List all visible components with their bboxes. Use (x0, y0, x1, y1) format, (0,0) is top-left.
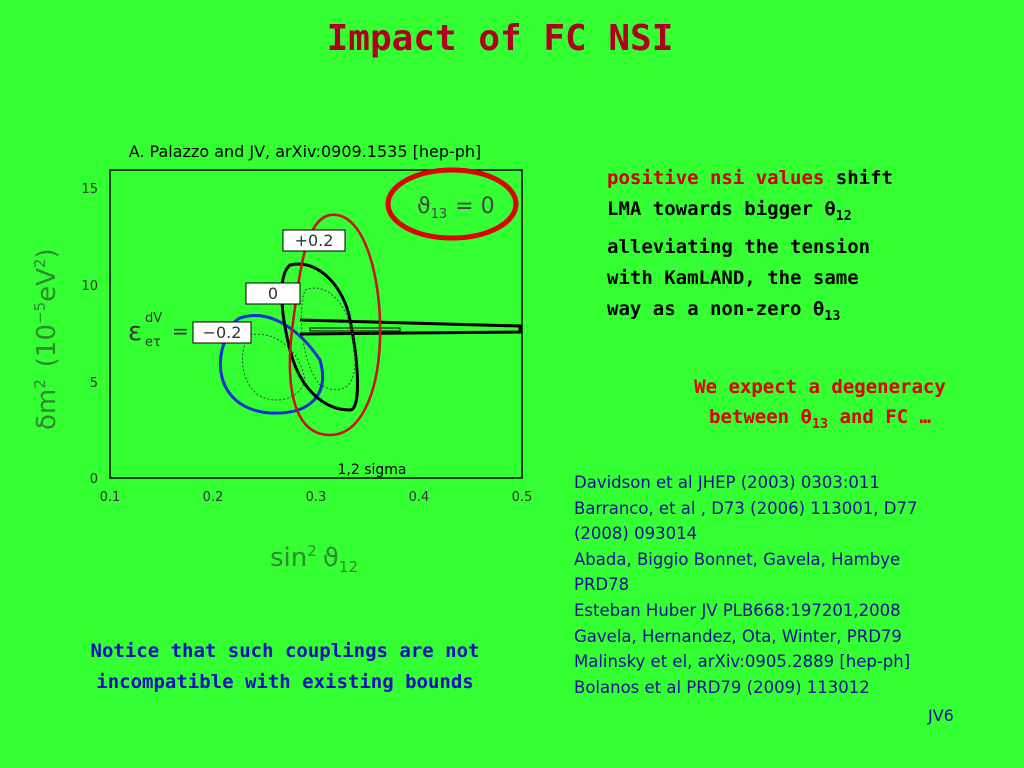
highlight: positive nsi values (607, 167, 825, 189)
text: 13 (811, 416, 828, 432)
text: incompatible with existing bounds (96, 671, 474, 693)
right-note: positive nsi values shift LMA towards bi… (607, 163, 893, 332)
x-axis-label: sin2 ϑ12 (270, 542, 358, 576)
y-tick-label: 15 (81, 182, 98, 197)
reference: Barranco, et al , D73 (2006) 113001, D77 (574, 498, 918, 518)
bottom-note: Notice that such couplings are not incom… (40, 636, 530, 698)
sigma-label: 1,2 sigma (337, 462, 406, 478)
plot: A. Palazzo and JV, arXiv:0909.1535 [hep-… (31, 142, 533, 576)
curve-label: +0.2 (295, 231, 334, 250)
text: alleviating the tension (607, 235, 871, 258)
x-ticks: 0.1 0.2 0.3 0.4 0.5 (100, 490, 533, 505)
reference: Gavela, Hernandez, Ota, Winter, PRD79 (574, 626, 902, 646)
references: Davidson et al JHEP (2003) 0303:011 Barra… (574, 470, 917, 700)
text: We expect a degeneracy (694, 376, 946, 398)
text: between θ (709, 406, 812, 428)
y-tick-label: 5 (90, 376, 98, 391)
x-tick-label: 0.2 (203, 490, 224, 505)
x-tick-label: 0.5 (512, 490, 533, 505)
y-ticks: 0 5 10 15 (81, 182, 98, 487)
epsilon-label: ε dV eτ = (128, 311, 189, 350)
citation: A. Palazzo and JV, arXiv:0909.1535 [hep-… (129, 142, 482, 161)
text: way as a non-zero θ (607, 297, 825, 320)
curve-label: −0.2 (203, 323, 242, 342)
slide-title: Impact of FC NSI (326, 18, 674, 59)
theta-label: ϑ13 = 0 (417, 194, 495, 222)
degeneracy-note: We expect a degeneracy between θ13 and F… (650, 372, 990, 440)
label-box (192, 321, 252, 344)
x-tick-label: 0.4 (409, 490, 430, 505)
text: 13 (824, 308, 841, 324)
reference: (2008) 093014 (574, 524, 698, 544)
reference: Abada, Biggio Bonnet, Gavela, Hambye (574, 549, 901, 569)
reference: Esteban Huber JV PLB668:197201,2008 (574, 600, 901, 620)
text: and FC … (828, 406, 931, 428)
x-tick-label: 0.1 (100, 490, 121, 505)
reference: Bolanos et al PRD79 (2009) 113012 (574, 677, 870, 697)
y-axis-label: δm2(10−5eV2) (31, 248, 62, 430)
text: shift (835, 167, 893, 189)
reference: Malinsky et el, arXiv:0905.2889 [hep-ph] (574, 652, 911, 672)
y-tick-label: 0 (90, 472, 98, 487)
reference: PRD78 (574, 575, 630, 595)
reference: Davidson et al JHEP (2003) 0303:011 (574, 473, 880, 492)
label-box (245, 282, 301, 305)
text: 12 (835, 208, 852, 224)
label-box (282, 229, 346, 252)
plot-frame (109, 169, 523, 479)
contours (218, 167, 522, 437)
x-tick-label: 0.3 (306, 490, 327, 505)
text: with KamLAND, the same (607, 266, 859, 289)
y-tick-label: 10 (81, 279, 98, 294)
curve-label: 0 (268, 284, 278, 303)
text: Notice that such couplings are not (90, 640, 480, 662)
text: LMA towards bigger θ (607, 198, 836, 220)
footer: JV6 (928, 706, 954, 725)
